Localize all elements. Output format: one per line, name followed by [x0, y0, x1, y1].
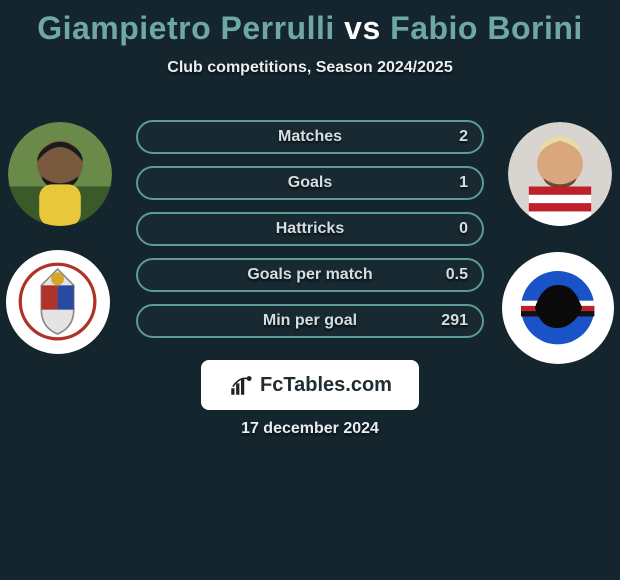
stat-label: Goals per match: [247, 266, 372, 284]
fctables-logo-icon: [228, 372, 254, 398]
player-left-portrait: [8, 122, 112, 226]
stat-row-goals-per-match: Goals per match 0.5: [136, 258, 484, 292]
player-right-portrait: [508, 122, 612, 226]
title-player2: Fabio Borini: [390, 10, 583, 46]
brand-pill: FcTables.com: [201, 360, 419, 410]
stat-label: Hattricks: [276, 220, 344, 238]
brand-text: FcTables.com: [260, 374, 392, 397]
stat-row-matches: Matches 2: [136, 120, 484, 154]
title-player1: Giampietro Perrulli: [37, 10, 335, 46]
date-line: 17 december 2024: [0, 420, 620, 438]
club-badge-cremonese-icon: [17, 261, 98, 342]
title-vs: vs: [344, 10, 381, 46]
page-title: Giampietro Perrulli vs Fabio Borini: [0, 10, 620, 47]
stats-list: Matches 2 Goals 1 Hattricks 0 Goals per …: [136, 120, 484, 350]
stat-row-hattricks: Hattricks 0: [136, 212, 484, 246]
stat-right-value: 0.5: [446, 266, 468, 284]
club-badge-left: [6, 250, 110, 354]
stat-right-value: 291: [441, 312, 468, 330]
stat-label: Min per goal: [263, 312, 357, 330]
avatar-icon: [508, 122, 612, 226]
club-badge-sampdoria-icon: [514, 264, 601, 351]
comparison-card: Giampietro Perrulli vs Fabio Borini Club…: [0, 0, 620, 580]
stat-label: Goals: [288, 174, 332, 192]
club-badge-right: [502, 252, 614, 364]
stat-row-goals: Goals 1: [136, 166, 484, 200]
stat-label: Matches: [278, 128, 342, 146]
stat-right-value: 1: [459, 174, 468, 192]
stat-right-value: 2: [459, 128, 468, 146]
stat-row-min-per-goal: Min per goal 291: [136, 304, 484, 338]
stat-right-value: 0: [459, 220, 468, 238]
avatar-icon: [8, 122, 112, 226]
subtitle: Club competitions, Season 2024/2025: [0, 59, 620, 77]
